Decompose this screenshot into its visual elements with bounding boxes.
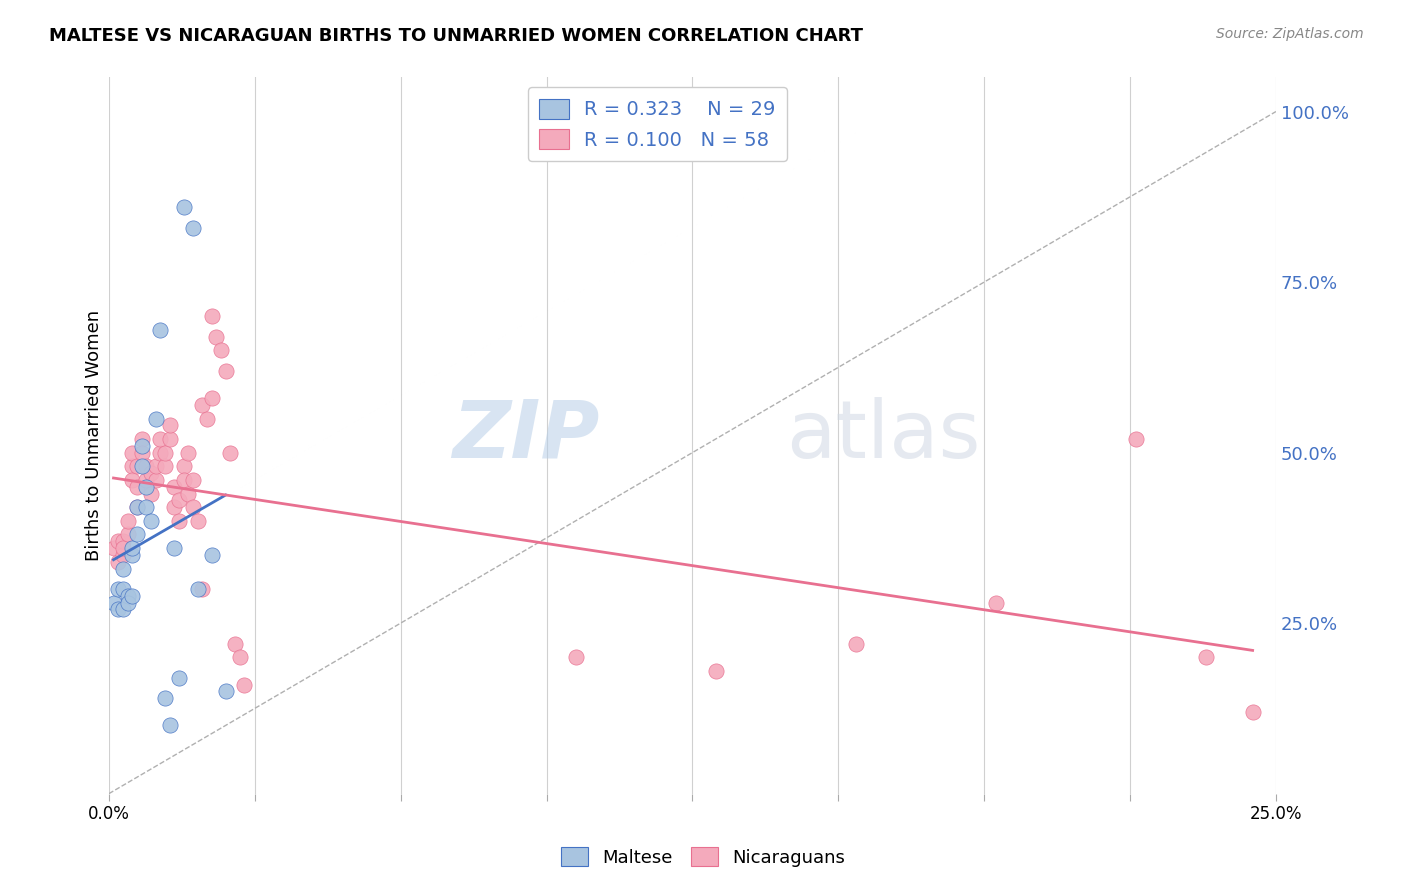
Point — [125, 500, 148, 515]
Point — [139, 514, 162, 528]
Point — [181, 473, 204, 487]
Point — [107, 582, 129, 596]
Point — [173, 473, 195, 487]
Point — [233, 677, 256, 691]
Point — [153, 691, 176, 706]
Point — [159, 418, 181, 433]
Point — [191, 398, 214, 412]
Point — [135, 473, 157, 487]
Point — [107, 555, 129, 569]
Point — [145, 459, 167, 474]
Point — [121, 459, 143, 474]
Point — [153, 459, 176, 474]
Point — [111, 548, 134, 562]
Point — [135, 480, 157, 494]
Point — [1195, 650, 1218, 665]
Text: ZIP: ZIP — [451, 397, 599, 475]
Point — [111, 534, 134, 549]
Point — [187, 582, 209, 596]
Point — [149, 323, 172, 337]
Point — [177, 486, 200, 500]
Point — [200, 548, 222, 562]
Point — [125, 527, 148, 541]
Point — [131, 445, 153, 459]
Point — [187, 514, 209, 528]
Point — [121, 548, 143, 562]
Point — [145, 411, 167, 425]
Point — [209, 343, 232, 358]
Point — [121, 445, 143, 459]
Point — [214, 684, 236, 698]
Point — [214, 364, 236, 378]
Point — [984, 596, 1007, 610]
Point — [121, 589, 143, 603]
Point — [163, 500, 186, 515]
Point — [117, 527, 139, 541]
Point — [845, 637, 868, 651]
Point — [121, 541, 143, 555]
Point — [167, 514, 190, 528]
Point — [111, 561, 134, 575]
Point — [1241, 705, 1264, 719]
Point — [139, 486, 162, 500]
Point — [125, 500, 148, 515]
Point — [200, 391, 222, 405]
Point — [139, 466, 162, 480]
Point — [131, 459, 153, 474]
Text: Source: ZipAtlas.com: Source: ZipAtlas.com — [1216, 27, 1364, 41]
Point — [103, 596, 125, 610]
Point — [177, 445, 200, 459]
Point — [131, 432, 153, 446]
Point — [111, 582, 134, 596]
Point — [145, 473, 167, 487]
Point — [153, 445, 176, 459]
Point — [117, 596, 139, 610]
Point — [125, 480, 148, 494]
Point — [135, 500, 157, 515]
Point — [117, 514, 139, 528]
Legend: R = 0.323    N = 29, R = 0.100   N = 58: R = 0.323 N = 29, R = 0.100 N = 58 — [527, 87, 787, 161]
Point — [181, 220, 204, 235]
Point — [121, 473, 143, 487]
Point — [163, 541, 186, 555]
Point — [167, 493, 190, 508]
Point — [111, 602, 134, 616]
Point — [131, 439, 153, 453]
Point — [1125, 432, 1147, 446]
Point — [107, 534, 129, 549]
Point — [107, 602, 129, 616]
Point — [195, 411, 218, 425]
Point — [191, 582, 214, 596]
Point — [125, 459, 148, 474]
Point — [163, 480, 186, 494]
Point — [173, 200, 195, 214]
Point — [103, 541, 125, 555]
Point — [219, 445, 242, 459]
Point — [135, 459, 157, 474]
Point — [205, 329, 228, 343]
Point — [159, 718, 181, 732]
Text: MALTESE VS NICARAGUAN BIRTHS TO UNMARRIED WOMEN CORRELATION CHART: MALTESE VS NICARAGUAN BIRTHS TO UNMARRIE… — [49, 27, 863, 45]
Point — [117, 589, 139, 603]
Y-axis label: Births to Unmarried Women: Births to Unmarried Women — [86, 310, 103, 561]
Point — [704, 664, 727, 678]
Point — [173, 459, 195, 474]
Point — [224, 637, 246, 651]
Text: atlas: atlas — [786, 397, 980, 475]
Point — [200, 309, 222, 323]
Point — [159, 432, 181, 446]
Point — [111, 541, 134, 555]
Point — [149, 445, 172, 459]
Point — [181, 500, 204, 515]
Point — [149, 432, 172, 446]
Point — [564, 650, 586, 665]
Point — [167, 671, 190, 685]
Legend: Maltese, Nicaraguans: Maltese, Nicaraguans — [554, 840, 852, 874]
Point — [228, 650, 250, 665]
